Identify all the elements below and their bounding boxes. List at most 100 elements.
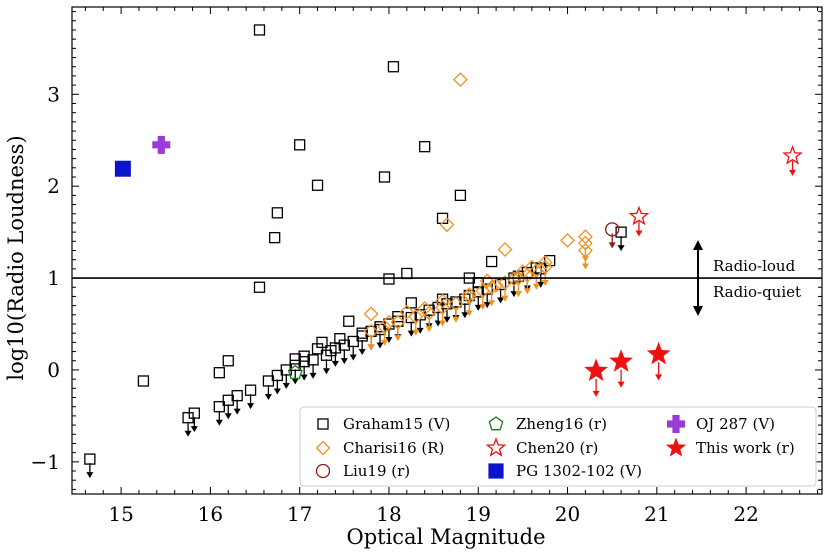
series-5 [114,160,131,177]
legend-box [299,406,817,487]
legend-entry-6: OJ 287 (V) [667,415,775,433]
upper-limit-arrow-0-6 [233,399,241,415]
y-tick-label: −1 [31,450,60,474]
upper-limit-point-1-10 [497,275,513,291]
point-0-1 [387,61,400,73]
legend-entry-1: Charisi16 (R) [315,439,444,457]
upper-limit-point-0-14 [320,349,333,361]
upper-limit-arrow-0-8 [264,384,272,400]
upper-limit-arrow-2-0 [608,233,616,249]
upper-limit-point-0-11 [289,359,301,372]
point-0-2 [294,139,306,151]
upper-limit-arrow-0-0-head [617,245,625,252]
point-0-33 [316,336,328,349]
upper-limit-arrow-4-0-head [789,169,797,176]
upper-limit-arrow-0-20 [376,333,384,349]
upper-limit-point-7-0 [584,358,608,381]
upper-limit-arrow-0-9 [273,379,281,395]
x-tick-label: 20 [555,502,580,526]
upper-limit-arrow-0-1 [86,463,94,479]
upper-limit-arrow-0-7-head [247,403,255,410]
point-0-18 [213,367,225,379]
y-tick-label: 0 [47,358,60,382]
upper-limit-point-0-15 [329,342,342,354]
point-6-0 [152,135,171,154]
upper-limit-point-0-3 [188,407,200,419]
point-0-10 [253,281,266,293]
upper-limit-point-0-31 [481,283,493,295]
upper-limit-arrow-0-20-head [376,342,384,349]
upper-limit-arrow-0-30 [474,295,482,311]
upper-limit-arrow-0-33-head [510,291,518,298]
upper-limit-arrow-0-35-head [537,281,545,288]
legend: Graham15 (V) Charisi16 (R) Liu19 (r) Zheng1… [299,406,817,487]
upper-limit-arrow-0-16 [340,349,348,365]
series-4 [628,145,803,237]
y-tick-label: 1 [47,266,60,290]
upper-limit-arrow-0-8-head [264,393,272,400]
point-1-15 [560,232,575,248]
point-0-11 [383,273,395,285]
x-tick-label: 15 [108,502,133,526]
upper-limit-arrow-0-24 [416,318,424,334]
point-0-4 [311,179,324,191]
legend-marker-4 [485,437,507,457]
legend-entry-4: Chen20 (r) [485,437,598,457]
upper-limit-arrow-1-11-head [514,291,522,298]
upper-limit-arrow-1-12-head [523,288,531,295]
upper-limit-arrow-0-32 [497,288,505,304]
upper-limit-arrow-0-5-head [224,413,232,420]
upper-limit-point-1-16 [577,243,593,258]
upper-limit-arrow-0-26-head [434,320,442,327]
legend-label-1: Charisi16 (R) [343,439,444,457]
x-tick-label: 17 [287,502,312,526]
upper-limit-arrow-0-21 [385,328,393,344]
upper-limit-arrow-0-11 [291,369,299,385]
upper-limit-point-1-4 [421,305,437,321]
upper-limit-arrow-7-0-head [592,390,600,397]
point-1-14 [537,255,553,270]
point-0-5 [378,171,391,183]
radio-loud-label: Radio-loud [713,257,796,275]
point-0-19 [343,315,355,327]
point-1-11 [506,271,522,287]
radio-arrow-up-head [693,240,703,250]
upper-limit-arrow-0-18-head [358,348,366,355]
upper-limit-arrow-0-18 [358,339,366,355]
upper-limit-point-1-9 [484,279,500,295]
upper-limit-arrow-0-2 [184,421,192,437]
upper-limit-arrow-0-17-head [349,354,357,361]
upper-limit-arrow-2-0-head [608,242,616,249]
upper-limit-arrow-0-10 [282,373,290,389]
upper-limit-arrow-7-1 [617,369,625,388]
upper-limit-arrow-7-2 [655,362,663,381]
upper-limit-point-1-1 [377,319,392,335]
point-1-0 [452,72,468,88]
upper-limit-point-0-13 [307,354,319,366]
upper-limit-point-1-2 [390,314,406,330]
x-tick-label: 21 [644,502,669,526]
upper-limit-point-1-0 [363,323,379,339]
upper-limit-arrow-0-13 [309,363,317,379]
upper-limit-arrow-7-1-head [617,381,625,388]
upper-limit-arrow-0-7 [247,394,255,410]
upper-limit-arrow-4-0 [789,160,797,176]
point-1-10 [488,277,504,293]
upper-limit-arrow-0-29 [461,303,469,319]
upper-limit-point-0-1 [84,453,96,465]
series-6 [152,135,171,154]
point-3-0 [287,364,303,380]
upper-limit-arrow-0-32-head [497,297,505,304]
legend-marker-7 [665,437,687,457]
point-0-3 [419,141,431,153]
upper-limit-arrow-0-13-head [309,372,317,379]
upper-limit-arrow-1-9-head [488,300,496,307]
upper-limit-arrow-0-11-head [291,378,299,385]
upper-limit-arrow-0-26 [434,311,442,327]
upper-limit-point-7-1 [609,349,633,372]
point-0-6 [454,189,467,202]
data-layer [84,24,803,479]
point-0-12 [401,267,413,280]
radio-arrow-down-head [693,306,703,316]
